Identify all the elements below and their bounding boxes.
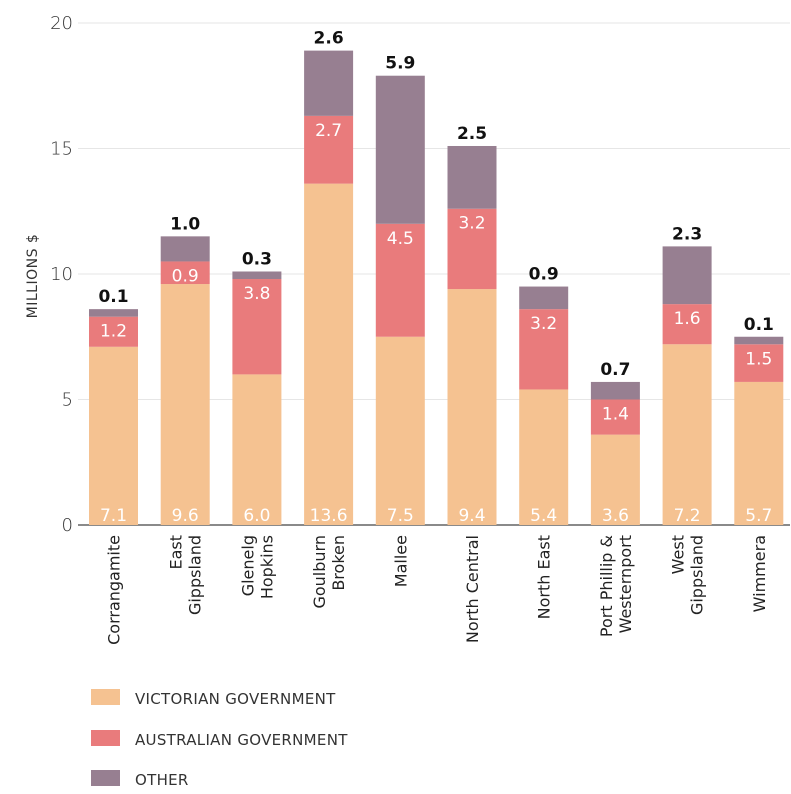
category-label: Corrangamite	[105, 535, 124, 645]
legend-label: AUSTRALIAN GOVERNMENT	[135, 731, 348, 749]
data-label: 6.0	[243, 506, 270, 526]
data-label: 0.9	[172, 266, 199, 286]
data-label: 1.5	[745, 349, 772, 369]
y-tick-label: 10	[50, 264, 73, 285]
legend-label: VICTORIAN GOVERNMENT	[135, 690, 336, 708]
bar-segment	[304, 50, 354, 116]
data-label: 0.3	[242, 249, 272, 269]
category-label: Mallee	[391, 535, 410, 587]
data-label: 7.2	[674, 506, 701, 526]
bar-segment	[89, 316, 138, 347]
data-label: 2.3	[672, 224, 702, 244]
bar-segment	[590, 381, 640, 400]
data-label: 2.6	[314, 29, 344, 49]
data-label: 5.4	[530, 506, 557, 526]
bar-segment	[590, 434, 640, 525]
data-label: 9.4	[458, 506, 485, 526]
category-label: Gippsland	[688, 535, 707, 615]
bar-segment	[160, 284, 210, 525]
legend-swatch	[91, 689, 120, 705]
bar-segment	[160, 261, 210, 285]
data-label: 5.7	[745, 506, 772, 526]
y-axis-label: MILLIONS $	[25, 234, 41, 319]
data-label: 2.5	[457, 124, 487, 144]
bar-segment	[232, 279, 282, 375]
data-label: 7.5	[387, 506, 414, 526]
y-tick-label: 0	[62, 515, 73, 536]
bar-segment	[590, 399, 640, 435]
category-label: East	[167, 535, 186, 570]
y-tick-label: 5	[62, 390, 73, 411]
bar-segment	[519, 389, 569, 525]
bar-segment	[232, 374, 282, 525]
data-label: 0.9	[529, 265, 559, 285]
category-label: North East	[535, 535, 554, 619]
data-label: 9.6	[172, 506, 199, 526]
data-label: 3.8	[243, 284, 270, 304]
bar-segment	[447, 289, 497, 525]
data-label: 5.9	[385, 54, 415, 74]
bar-segment	[89, 346, 138, 525]
category-label: Port Phillip &	[597, 535, 616, 637]
data-label: 0.1	[98, 287, 128, 307]
category-label: Glenelg	[238, 535, 257, 596]
data-label: 2.7	[315, 121, 342, 141]
data-label: 7.1	[100, 506, 127, 526]
bar-segment	[375, 75, 425, 224]
bar-segment	[160, 236, 210, 262]
bar-segment	[734, 344, 784, 382]
data-label: 0.7	[600, 360, 630, 380]
bar-segment	[662, 246, 712, 305]
bar-segment	[89, 309, 138, 317]
bar-segment	[734, 336, 784, 345]
bar-segment	[304, 115, 354, 184]
data-label: 0.1	[744, 315, 774, 335]
bar-segment	[519, 286, 569, 310]
bar-segment	[662, 304, 712, 345]
data-label: 13.6	[310, 506, 348, 526]
bar-segment	[447, 208, 497, 290]
category-label: Gippsland	[186, 535, 205, 615]
legend-label: OTHER	[135, 771, 189, 789]
data-label: 3.2	[530, 314, 557, 334]
bar-segment	[232, 271, 282, 280]
y-tick-label: 20	[50, 13, 73, 34]
data-label: 4.5	[387, 229, 414, 249]
data-label: 1.0	[170, 214, 200, 234]
category-label: Hopkins	[257, 535, 276, 599]
bar-segment	[375, 223, 425, 337]
data-label: 3.6	[602, 506, 629, 526]
category-label: Wimmera	[750, 535, 769, 612]
bar-segment	[662, 344, 712, 525]
data-label: 3.2	[458, 214, 485, 234]
bar-segment	[375, 336, 425, 525]
legend-swatch	[91, 730, 120, 746]
category-label: West	[669, 535, 688, 574]
category-label: Westernport	[616, 535, 635, 633]
category-label: Broken	[329, 535, 348, 591]
y-tick-label: 15	[50, 139, 73, 160]
bar-segment	[447, 145, 497, 209]
legend-swatch	[91, 770, 120, 786]
data-label: 1.4	[602, 405, 629, 425]
category-label: North Central	[463, 535, 482, 643]
bar-segment	[304, 183, 354, 525]
data-label: 1.6	[674, 309, 701, 329]
bar-segment	[519, 309, 569, 390]
data-label: 1.2	[100, 322, 127, 342]
category-label: Goulburn	[310, 535, 329, 609]
bar-segment	[734, 381, 784, 525]
